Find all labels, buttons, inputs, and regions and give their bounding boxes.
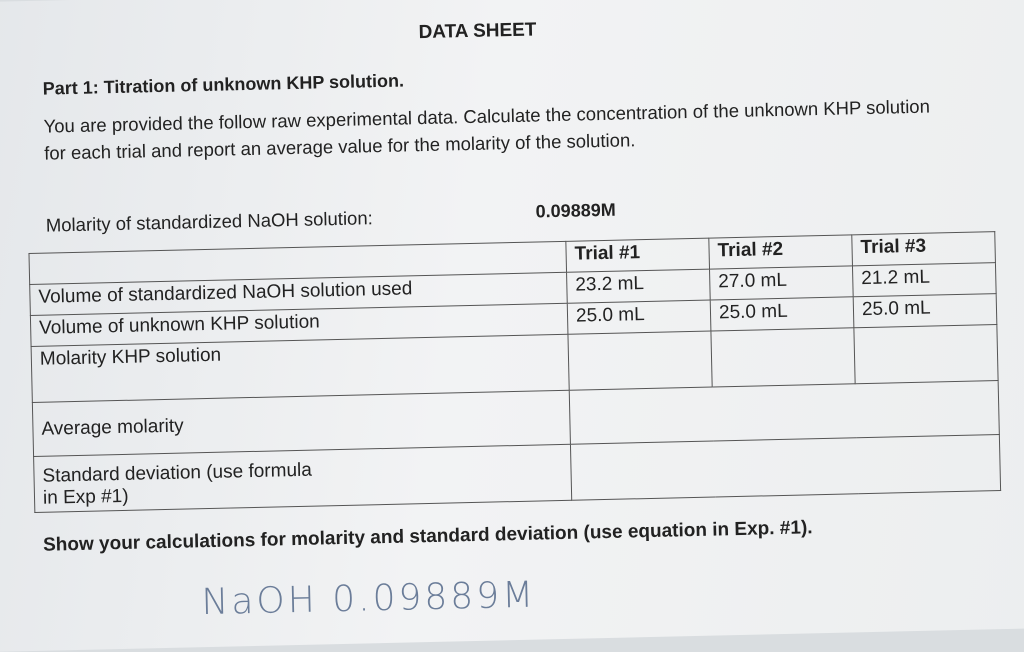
header-cell: Trial #3 bbox=[851, 231, 996, 266]
cell: 27.0 mL bbox=[709, 265, 854, 301]
cell bbox=[569, 380, 1000, 445]
footer: Show your calculations for molarity and … bbox=[42, 517, 813, 556]
header-cell: Trial #2 bbox=[708, 234, 853, 270]
row-label-text: Standard deviation (use formula in Exp #… bbox=[42, 459, 313, 509]
header-cell: Trial #1 bbox=[565, 238, 710, 273]
instructions: You are provided the follow raw experime… bbox=[43, 95, 931, 164]
cell: 25.0 mL bbox=[567, 300, 711, 335]
naoh-value: 0.09889M bbox=[535, 199, 616, 222]
cell bbox=[570, 434, 1001, 501]
cell: 25.0 mL bbox=[853, 293, 997, 328]
data-table: Trial #1 Trial #2 Trial #3 Volume of sta… bbox=[28, 231, 1001, 513]
naoh-label: Molarity of standardized NaOH solution: bbox=[45, 207, 373, 236]
cell bbox=[710, 327, 856, 388]
row-label: Standard deviation (use formula in Exp #… bbox=[33, 444, 572, 513]
cell bbox=[567, 331, 713, 391]
handwriting: NaOH 0.09889M bbox=[200, 574, 537, 624]
cell: 21.2 mL bbox=[852, 262, 997, 297]
cell: 23.2 mL bbox=[566, 269, 711, 304]
part-heading: Part 1: Titration of unknown KHP solutio… bbox=[42, 70, 405, 99]
cell: 25.0 mL bbox=[710, 296, 854, 332]
cell bbox=[853, 324, 999, 384]
title: DATA SHEET bbox=[418, 19, 537, 44]
